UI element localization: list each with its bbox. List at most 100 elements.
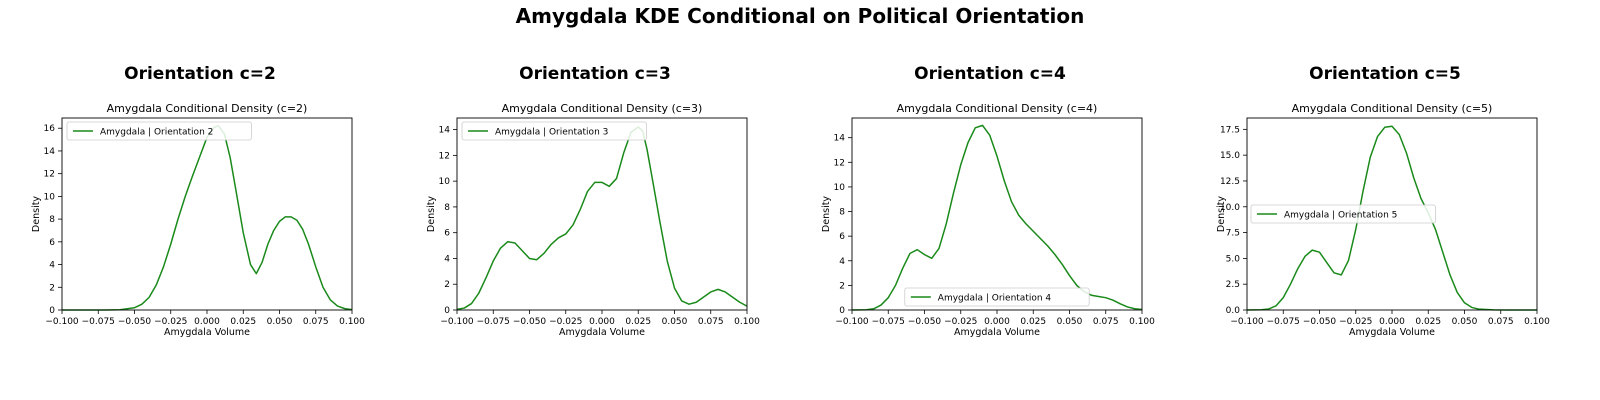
y-tick-label: 12 <box>44 170 55 180</box>
x-tick-label: 0.025 <box>230 317 256 327</box>
y-tick-label: 8 <box>839 208 845 218</box>
x-tick-label: −0.050 <box>1303 317 1337 327</box>
x-tick-label: 0.100 <box>1524 317 1550 327</box>
subplot-heading: Orientation c=2 <box>124 64 276 84</box>
density-curve-line <box>456 126 748 311</box>
x-tick-label: 0.025 <box>1415 317 1441 327</box>
y-tick-label: 2.5 <box>1226 280 1240 290</box>
x-tick-label: 0.050 <box>1452 317 1478 327</box>
axes-frame <box>456 117 748 311</box>
y-tick-label: 2 <box>839 281 845 291</box>
subplot-heading: Orientation c=4 <box>914 64 1066 84</box>
y-tick-label: 4 <box>49 261 55 271</box>
legend-label: Amygdala | Orientation 3 <box>495 128 608 138</box>
x-tick-label: −0.100 <box>835 317 869 327</box>
x-tick-label: −0.050 <box>513 317 547 327</box>
y-tick-label: 12.5 <box>1220 177 1240 187</box>
x-tick-label: −0.075 <box>872 317 905 327</box>
y-tick-label: 2 <box>49 283 55 293</box>
x-tick-label: −0.075 <box>477 317 510 327</box>
figure-title: Amygdala KDE Conditional on Political Or… <box>515 4 1085 28</box>
y-tick-label: 14 <box>834 134 846 144</box>
x-axis-label: Amygdala Volume <box>1349 327 1435 338</box>
density-plot: Amygdala Conditional Density (c=2) −0.100… <box>31 102 365 338</box>
density-curve-line <box>851 124 1143 311</box>
legend: Amygdala | Orientation 3 <box>461 121 647 141</box>
y-tick-label: 8 <box>444 203 450 213</box>
x-tick-label: −0.100 <box>440 317 474 327</box>
legend-box <box>1250 204 1436 224</box>
subplot-heading: Orientation c=3 <box>519 64 671 84</box>
x-tick-label: 0.075 <box>303 317 329 327</box>
y-tick-label: 0.0 <box>1226 306 1241 316</box>
x-tick-label: −0.100 <box>45 317 79 327</box>
y-axis-label: Density <box>1216 196 1227 232</box>
x-tick-label: 0.100 <box>1129 317 1155 327</box>
subplot-heading: Orientation c=5 <box>1309 64 1461 84</box>
x-tick-label: −0.050 <box>908 317 942 327</box>
legend-box <box>461 121 647 141</box>
x-tick-label: 0.000 <box>1379 317 1405 327</box>
axes-frame <box>851 117 1143 311</box>
y-tick-label: 4 <box>444 254 450 264</box>
x-tick-label: 0.075 <box>698 317 724 327</box>
axes-frame <box>1246 117 1538 311</box>
y-tick-label: 5.0 <box>1226 254 1241 264</box>
legend-label: Amygdala | Orientation 5 <box>1284 211 1397 221</box>
legend: Amygdala | Orientation 5 <box>1250 204 1436 224</box>
density-plot: Amygdala Conditional Density (c=5) −0.100… <box>1216 102 1550 338</box>
axes-title: Amygdala Conditional Density (c=3) <box>502 102 703 115</box>
x-tick-label: 0.050 <box>662 317 688 327</box>
x-tick-label: −0.075 <box>82 317 115 327</box>
density-curve-line <box>1246 125 1537 311</box>
y-tick-label: 2 <box>444 280 450 290</box>
y-tick-label: 17.5 <box>1220 125 1240 135</box>
y-tick-label: 7.5 <box>1226 229 1240 239</box>
x-tick-label: −0.025 <box>154 317 187 327</box>
y-tick-label: 10 <box>439 177 451 187</box>
subplot-orientation-4: Orientation c=4 Amygdala Conditional Den… <box>790 0 1190 400</box>
subplot-orientation-5: Orientation c=5 Amygdala Conditional Den… <box>1185 0 1585 400</box>
y-tick-label: 6 <box>49 238 55 248</box>
x-tick-label: −0.025 <box>944 317 977 327</box>
density-plot: Amygdala Conditional Density (c=4) −0.100… <box>821 102 1155 338</box>
y-tick-label: 15.0 <box>1220 151 1240 161</box>
x-axis-label: Amygdala Volume <box>954 327 1040 338</box>
y-axis-label: Density <box>426 196 437 232</box>
y-tick-label: 12 <box>439 151 450 161</box>
x-tick-label: 0.075 <box>1488 317 1514 327</box>
y-tick-label: 16 <box>44 124 56 134</box>
x-axis-label: Amygdala Volume <box>164 327 250 338</box>
legend: Amygdala | Orientation 4 <box>904 287 1090 307</box>
x-tick-label: 0.025 <box>1020 317 1046 327</box>
y-tick-label: 12 <box>834 158 845 168</box>
x-tick-label: 0.025 <box>625 317 651 327</box>
y-tick-label: 10 <box>834 183 846 193</box>
axes-title: Amygdala Conditional Density (c=2) <box>107 102 308 115</box>
x-tick-label: 0.100 <box>734 317 760 327</box>
x-tick-label: 0.100 <box>339 317 365 327</box>
subplot-orientation-2: Orientation c=2 Amygdala Conditional Den… <box>0 0 400 400</box>
subplot-orientation-3: Orientation c=3 Amygdala Conditional Den… <box>395 0 795 400</box>
x-tick-label: −0.025 <box>1339 317 1372 327</box>
y-tick-label: 0 <box>49 306 55 316</box>
density-curve-line <box>62 125 353 311</box>
y-axis-label: Density <box>821 196 832 232</box>
x-tick-label: −0.075 <box>1267 317 1300 327</box>
legend-box <box>66 121 252 141</box>
x-tick-label: −0.050 <box>118 317 152 327</box>
legend: Amygdala | Orientation 2 <box>66 121 252 141</box>
legend-box <box>904 287 1090 307</box>
x-tick-label: 0.000 <box>194 317 220 327</box>
y-axis-label: Density <box>31 196 42 232</box>
x-tick-label: 0.000 <box>589 317 615 327</box>
legend-label: Amygdala | Orientation 4 <box>938 294 1052 304</box>
y-tick-label: 10.0 <box>1220 203 1240 213</box>
legend-label: Amygdala | Orientation 2 <box>100 128 213 138</box>
y-tick-label: 14 <box>44 147 56 157</box>
y-tick-label: 4 <box>839 257 845 267</box>
x-tick-label: 0.000 <box>984 317 1010 327</box>
x-tick-label: −0.025 <box>549 317 582 327</box>
axes-frame <box>61 117 353 311</box>
x-tick-label: 0.050 <box>1057 317 1083 327</box>
